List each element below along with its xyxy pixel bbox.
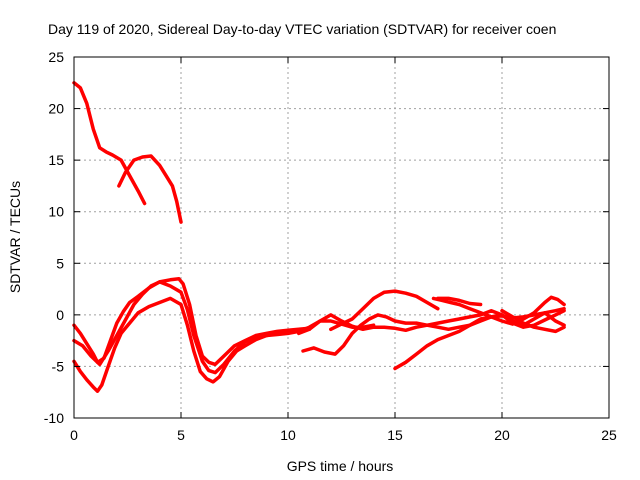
series-arc-7 (301, 311, 566, 356)
x-axis-label: GPS time / hours (287, 458, 394, 474)
y-tick-label: -10 (44, 410, 64, 426)
axis-ticks (73, 56, 610, 419)
grid-lines (74, 57, 609, 418)
series-group (72, 81, 566, 393)
series-arc-11 (436, 296, 483, 307)
series-arc-12 (500, 308, 566, 334)
y-tick-labels: -10 -5 0 5 10 15 20 25 (44, 49, 64, 426)
x-tick-label: 20 (494, 427, 510, 443)
x-tick-label: 15 (387, 427, 403, 443)
series-arc-8 (329, 289, 440, 332)
series-arc-9 (393, 306, 566, 371)
x-tick-label: 10 (280, 427, 296, 443)
y-tick-label: 20 (48, 101, 64, 117)
y-tick-label: 0 (56, 307, 64, 323)
x-tick-label: 25 (601, 427, 617, 443)
y-tick-label: -5 (52, 358, 65, 374)
plot-frame (73, 56, 610, 419)
series-arc-10 (431, 295, 566, 326)
x-tick-labels: 0 5 10 15 20 25 (70, 427, 617, 443)
series-arc-1 (72, 81, 147, 206)
y-tick-label: 25 (48, 49, 64, 65)
series-arc-2 (117, 154, 183, 224)
x-tick-label: 0 (70, 427, 78, 443)
y-tick-label: 5 (56, 255, 64, 271)
y-axis-label: SDTVAR / TECUs (7, 181, 23, 293)
series-arc-5 (72, 280, 376, 375)
y-tick-label: 15 (48, 152, 64, 168)
chart-title: Day 119 of 2020, Sidereal Day-to-day VTE… (48, 21, 556, 37)
x-tick-label: 5 (177, 427, 185, 443)
y-tick-label: 10 (48, 204, 64, 220)
